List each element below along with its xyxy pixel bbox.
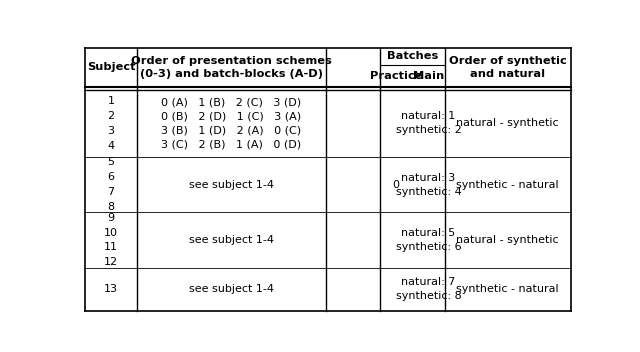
Text: 2: 2: [108, 111, 115, 121]
Text: Order of presentation schemes: Order of presentation schemes: [131, 56, 332, 65]
Text: Order of synthetic: Order of synthetic: [449, 56, 566, 65]
Text: natural: 1
synthetic: 2: natural: 1 synthetic: 2: [396, 112, 461, 136]
Text: Practice: Practice: [370, 71, 422, 81]
Text: and natural: and natural: [470, 69, 545, 79]
Text: synthetic - natural: synthetic - natural: [456, 284, 559, 294]
Text: natural: 3
synthetic: 4: natural: 3 synthetic: 4: [396, 173, 461, 197]
Text: natural: 5
synthetic: 6: natural: 5 synthetic: 6: [396, 228, 461, 252]
Text: 11: 11: [104, 243, 118, 252]
Text: Batches: Batches: [387, 51, 438, 61]
Text: see subject 1-4: see subject 1-4: [189, 180, 274, 190]
Text: 8: 8: [108, 202, 115, 212]
Text: 7: 7: [108, 187, 115, 197]
Text: (0-3) and batch-blocks (A-D): (0-3) and batch-blocks (A-D): [140, 69, 323, 79]
Text: 10: 10: [104, 227, 118, 238]
Text: 12: 12: [104, 257, 118, 268]
Text: 13: 13: [104, 284, 118, 294]
Text: 4: 4: [108, 141, 115, 151]
Text: natural - synthetic: natural - synthetic: [456, 235, 559, 245]
Text: 5: 5: [108, 157, 115, 168]
Text: 0 (A)   1 (B)   2 (C)   3 (D)
0 (B)   2 (D)   1 (C)   3 (A)
3 (B)   1 (D)   2 (A: 0 (A) 1 (B) 2 (C) 3 (D) 0 (B) 2 (D) 1 (C…: [161, 98, 301, 149]
Text: Main: Main: [413, 71, 444, 81]
Text: natural: 7
synthetic: 8: natural: 7 synthetic: 8: [396, 277, 461, 301]
Text: 3: 3: [108, 126, 115, 136]
Text: see subject 1-4: see subject 1-4: [189, 235, 274, 245]
Text: 0: 0: [393, 180, 400, 190]
Text: see subject 1-4: see subject 1-4: [189, 284, 274, 294]
Text: synthetic - natural: synthetic - natural: [456, 180, 559, 190]
Text: 9: 9: [108, 213, 115, 223]
Text: Subject: Subject: [87, 62, 135, 72]
Text: 6: 6: [108, 172, 115, 182]
Text: natural - synthetic: natural - synthetic: [456, 118, 559, 128]
Text: 1: 1: [108, 96, 115, 106]
